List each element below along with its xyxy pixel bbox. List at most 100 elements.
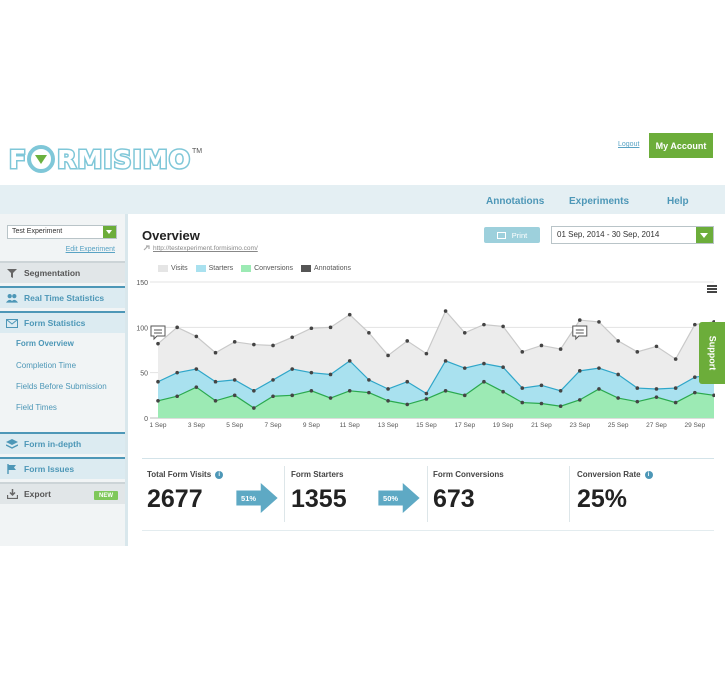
stat-label-text: Form Conversions (433, 470, 504, 479)
stats-divider-top (142, 458, 714, 459)
chevron-down-icon[interactable] (103, 226, 116, 238)
data-point (577, 369, 582, 373)
data-point (405, 339, 410, 343)
sidebar-item-form-in-depth[interactable]: Form in-depth (0, 432, 125, 454)
x-tick-label: 1 Sep (150, 422, 167, 429)
sidebar-item-label: Form Statistics (24, 318, 86, 328)
envelope-icon (6, 318, 18, 328)
funnel-arrow-1: 51% (236, 483, 278, 513)
data-point (213, 398, 218, 403)
chart-legend: Visits Starters Conversions Annotations (158, 265, 359, 272)
data-point (520, 400, 525, 405)
data-point (252, 342, 256, 347)
data-point (271, 378, 275, 382)
data-point (597, 387, 601, 391)
experiment-select[interactable]: Test Experiment (7, 225, 117, 239)
data-point (673, 386, 678, 390)
layers-icon (6, 439, 18, 449)
print-label: Print (511, 230, 528, 240)
data-point (328, 396, 333, 400)
info-icon[interactable]: i (215, 470, 224, 479)
sidebar-item-form-statistics[interactable]: Form Statistics (0, 311, 125, 333)
data-point (616, 372, 620, 377)
nav-experiments[interactable]: Experiments (569, 196, 630, 207)
data-point (673, 357, 678, 361)
sidebar-item-segmentation[interactable]: Segmentation (0, 261, 125, 283)
edit-experiment-link[interactable]: Edit Experiment (65, 246, 115, 253)
date-range-select[interactable]: 01 Sep, 2014 - 30 Sep, 2014 (551, 226, 714, 244)
data-point (309, 389, 314, 393)
sidebar-item-export[interactable]: Export NEW (0, 482, 125, 504)
data-point (232, 340, 237, 344)
data-point (482, 379, 486, 384)
series-line-starters (157, 360, 715, 395)
sidebar-item-form-issues[interactable]: Form Issues (0, 457, 125, 479)
data-point (194, 385, 199, 389)
legend-swatch (195, 265, 206, 272)
x-tick-label: 23 Sep (569, 422, 590, 429)
chevron-down-icon[interactable] (696, 227, 713, 243)
sidebar-subitem-form-overview[interactable]: Form Overview (16, 339, 74, 348)
data-point (386, 387, 390, 391)
logout-link[interactable]: Logout (618, 141, 640, 148)
legend-item[interactable]: Conversions (241, 265, 293, 272)
support-tab[interactable]: Support (699, 322, 725, 384)
annotation-comment-icon[interactable] (150, 325, 166, 341)
nav-help[interactable]: Help (667, 196, 689, 207)
data-point (635, 350, 640, 354)
stat-label-text: Total Form Visits (147, 470, 212, 479)
stat-divider (569, 466, 570, 522)
data-point (501, 365, 505, 370)
y-tick-label: 100 (136, 325, 148, 332)
data-point (328, 325, 333, 330)
funnel-rate-1: 51% (241, 494, 256, 503)
info-icon[interactable]: i (644, 470, 653, 479)
sidebar-subitem-field-times[interactable]: Field Times (16, 403, 57, 412)
x-tick-label: 7 Sep (265, 422, 282, 429)
nav-annotations[interactable]: Annotations (486, 196, 545, 207)
legend-item[interactable]: Annotations (301, 265, 351, 272)
data-point (194, 367, 199, 371)
x-tick-label: 17 Sep (454, 422, 475, 429)
y-tick-label: 0 (144, 416, 148, 423)
stat-label-total-visits: Total Form Visits i (147, 470, 224, 479)
experiment-url-link[interactable]: http://testexperiment.formisimo.com/ (153, 245, 258, 252)
stat-value-total-visits: 2677 (147, 485, 203, 513)
print-button[interactable]: Print (484, 227, 540, 243)
sidebar-subitem-fields-before-submission[interactable]: Fields Before Submission (16, 382, 107, 391)
data-point (462, 366, 467, 370)
sidebar-subitem-completion-time[interactable]: Completion Time (16, 361, 77, 370)
data-point (367, 390, 371, 395)
chart-menu-icon[interactable] (707, 285, 717, 293)
sidebar-item-label: Form Issues (24, 464, 75, 474)
data-point (424, 351, 429, 356)
x-tick-label: 9 Sep (303, 422, 320, 429)
data-point (443, 389, 448, 393)
data-point (156, 398, 160, 403)
y-tick-label: 50 (140, 371, 148, 378)
x-tick-label: 25 Sep (608, 422, 629, 429)
logo-text: RMISIMO (56, 143, 192, 175)
stat-label-form-conversions: Form Conversions (433, 470, 504, 479)
data-point (328, 372, 333, 377)
sidebar: Test Experiment Edit Experiment Segmenta… (0, 214, 128, 546)
download-icon (6, 489, 18, 499)
sidebar-item-real-time-statistics[interactable]: Real Time Statistics (0, 286, 125, 308)
formisimo-logo[interactable]: F RMISIMO TM (7, 143, 202, 175)
data-point (232, 378, 237, 382)
funnel-rate-2: 50% (383, 494, 398, 503)
data-point (405, 379, 410, 384)
stat-value-form-starters: 1355 (291, 485, 347, 513)
data-point (482, 322, 486, 327)
legend-item[interactable]: Visits (158, 265, 188, 272)
annotation-comment-icon[interactable] (572, 325, 588, 341)
experiment-select-value: Test Experiment (12, 228, 63, 235)
legend-item[interactable]: Starters (195, 265, 233, 272)
data-point (520, 350, 525, 354)
x-tick-label: 11 Sep (340, 422, 361, 429)
data-point (558, 347, 563, 351)
legend-swatch (158, 265, 168, 272)
data-point (175, 325, 179, 330)
data-point (213, 350, 218, 355)
my-account-button[interactable]: My Account (649, 133, 713, 158)
